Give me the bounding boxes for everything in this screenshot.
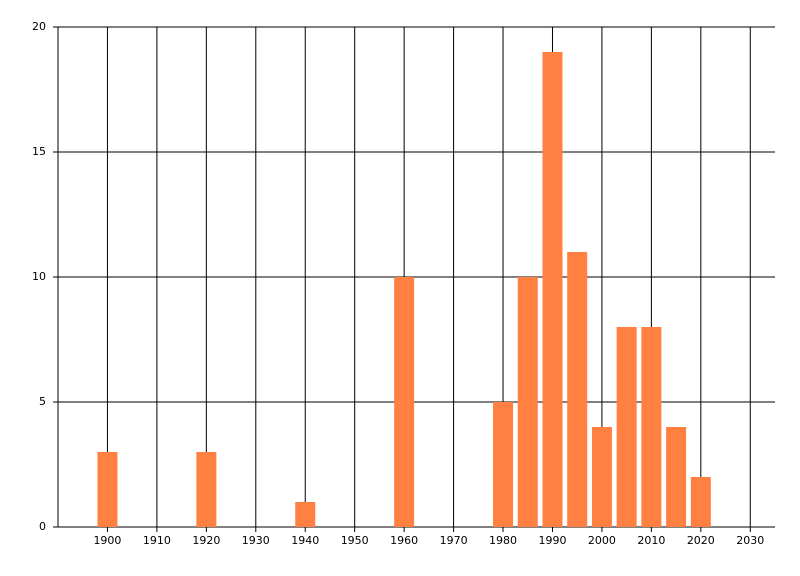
x-tick-label: 1930	[242, 534, 270, 547]
bar	[616, 327, 637, 527]
x-tick-label: 1990	[538, 534, 566, 547]
bar	[97, 452, 118, 527]
y-tick-label: 20	[32, 20, 46, 33]
x-tick-label: 1900	[93, 534, 121, 547]
bar	[666, 427, 687, 527]
x-tick-label: 1940	[291, 534, 319, 547]
x-tick-label: 1920	[192, 534, 220, 547]
bar	[591, 427, 612, 527]
bar	[542, 52, 563, 527]
y-tick-label: 5	[39, 395, 46, 408]
bar	[517, 277, 538, 527]
y-tick-label: 15	[32, 145, 46, 158]
bar	[394, 277, 415, 527]
x-tick-label: 1950	[341, 534, 369, 547]
bar	[567, 252, 588, 527]
bar	[196, 452, 217, 527]
x-tick-label: 2020	[687, 534, 715, 547]
y-tick-label: 10	[32, 270, 46, 283]
x-tick-label: 1960	[390, 534, 418, 547]
bar	[690, 477, 711, 527]
y-tick-label: 0	[39, 520, 46, 533]
bar	[493, 402, 514, 527]
x-tick-label: 2030	[736, 534, 764, 547]
bar	[641, 327, 662, 527]
x-tick-label: 2000	[588, 534, 616, 547]
x-tick-label: 2010	[637, 534, 665, 547]
x-tick-label: 1980	[489, 534, 517, 547]
x-tick-label: 1910	[143, 534, 171, 547]
bar	[295, 502, 316, 527]
x-tick-label: 1970	[440, 534, 468, 547]
